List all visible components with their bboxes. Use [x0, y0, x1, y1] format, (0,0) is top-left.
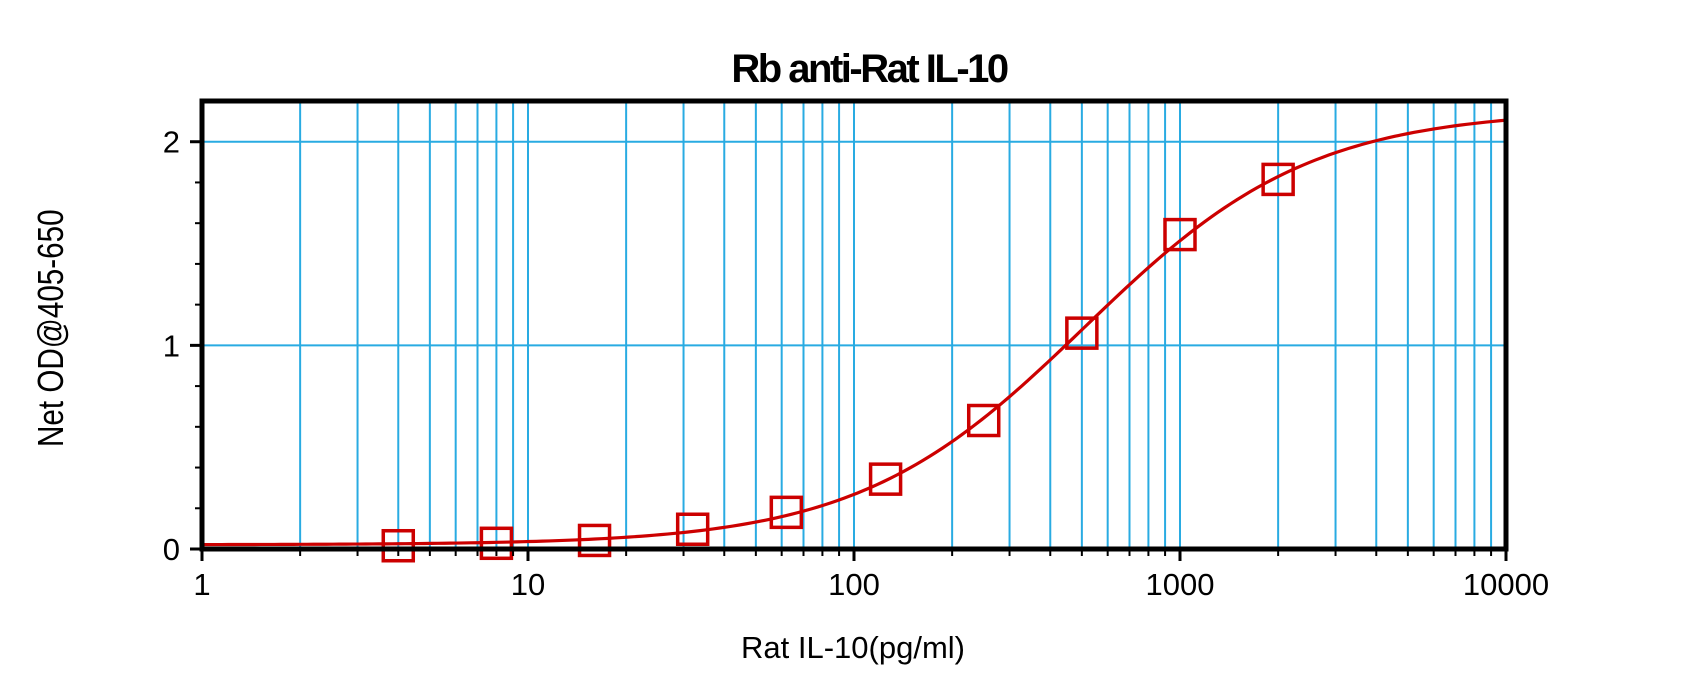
svg-text:1000: 1000: [1146, 567, 1215, 602]
svg-text:1: 1: [193, 567, 210, 602]
svg-text:10000: 10000: [1463, 567, 1549, 602]
svg-text:2: 2: [163, 125, 180, 160]
svg-text:10: 10: [511, 567, 545, 602]
svg-text:100: 100: [828, 567, 880, 602]
svg-text:0: 0: [163, 532, 180, 567]
svg-text:1: 1: [163, 328, 180, 363]
